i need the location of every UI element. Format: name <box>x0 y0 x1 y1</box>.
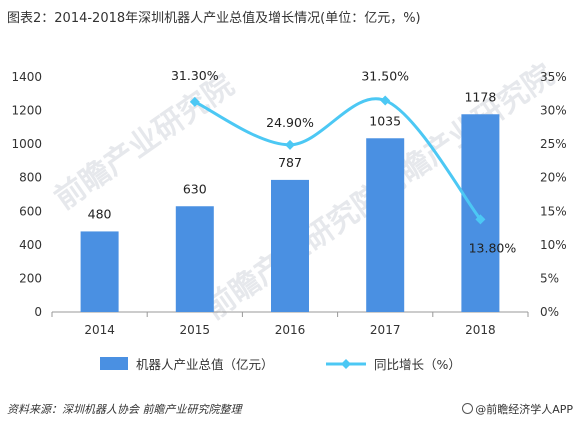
bar-value-label: 1178 <box>464 89 496 104</box>
chart-title: 图表2：2014-2018年深圳机器人产业总值及增长情况(单位：亿元，%) <box>7 11 421 26</box>
growth-line <box>194 97 482 221</box>
y-left-tick-label: 200 <box>19 271 42 285</box>
y-left-tick-label: 0 <box>34 305 42 319</box>
bar-value-label: 630 <box>183 181 207 196</box>
brand-note: @前瞻经济学人APP <box>462 401 573 417</box>
legend: 机器人产业总值（亿元） 同比增长（%） <box>100 357 461 372</box>
legend-bar-label: 机器人产业总值（亿元） <box>136 357 274 372</box>
y-left-tick-label: 800 <box>19 171 42 185</box>
y-left-tick-label: 400 <box>19 238 42 252</box>
line-point <box>189 96 200 107</box>
line-value-label: 24.90% <box>266 115 314 130</box>
watermark-text: 前瞻产业研究院 <box>49 68 241 217</box>
y-right-tick-label: 5% <box>540 271 559 285</box>
legend-line-marker <box>341 359 351 369</box>
source-note: 资料来源：深圳机器人协会 前瞻产业研究院整理 <box>7 403 242 416</box>
x-tick-label: 2018 <box>465 323 496 337</box>
bar <box>271 179 309 312</box>
bar <box>80 231 119 312</box>
legend-bar-swatch <box>100 357 128 370</box>
bar-series <box>80 114 500 312</box>
y-right-tick-label: 25% <box>540 137 567 151</box>
bar-value-label: 480 <box>88 206 112 221</box>
x-tick-label: 2016 <box>275 323 306 337</box>
bar-value-label: 1035 <box>369 113 401 128</box>
y-right-tick-label: 0% <box>540 305 559 319</box>
line-series <box>189 95 486 225</box>
x-tick-label: 2015 <box>180 323 211 337</box>
x-tick-label: 2014 <box>84 323 115 337</box>
y-left-tick-label: 1200 <box>11 104 42 118</box>
y-left-tick-label: 1000 <box>11 137 42 151</box>
legend-line-label: 同比增长（%） <box>374 357 461 372</box>
line-value-label: 31.50% <box>361 69 409 84</box>
y-right-tick-label: 30% <box>540 104 567 118</box>
line-value-label: 13.80% <box>469 240 517 255</box>
line-point <box>475 214 486 225</box>
bar <box>175 206 214 312</box>
y-right-tick-label: 15% <box>540 204 567 218</box>
data-labels: 480 630 787 1035 1178 31.30% 24.90% 31.50% 13.80… <box>88 68 517 255</box>
line-value-label: 31.30% <box>171 68 219 83</box>
line-point <box>285 139 295 150</box>
y-right-tick-label: 10% <box>540 238 567 252</box>
y-right-tick-label: 20% <box>540 171 567 185</box>
brand-logo-icon <box>462 403 474 414</box>
bar <box>461 114 500 312</box>
line-point <box>380 95 391 106</box>
bar-value-label: 787 <box>278 155 302 170</box>
brand-text: @前瞻经济学人APP <box>475 403 573 416</box>
bar <box>366 138 405 312</box>
x-tick-label: 2017 <box>370 323 401 337</box>
y-right-tick-label: 35% <box>540 70 567 84</box>
y-left-tick-label: 1400 <box>11 70 42 84</box>
y-left-tick-label: 600 <box>19 204 42 218</box>
